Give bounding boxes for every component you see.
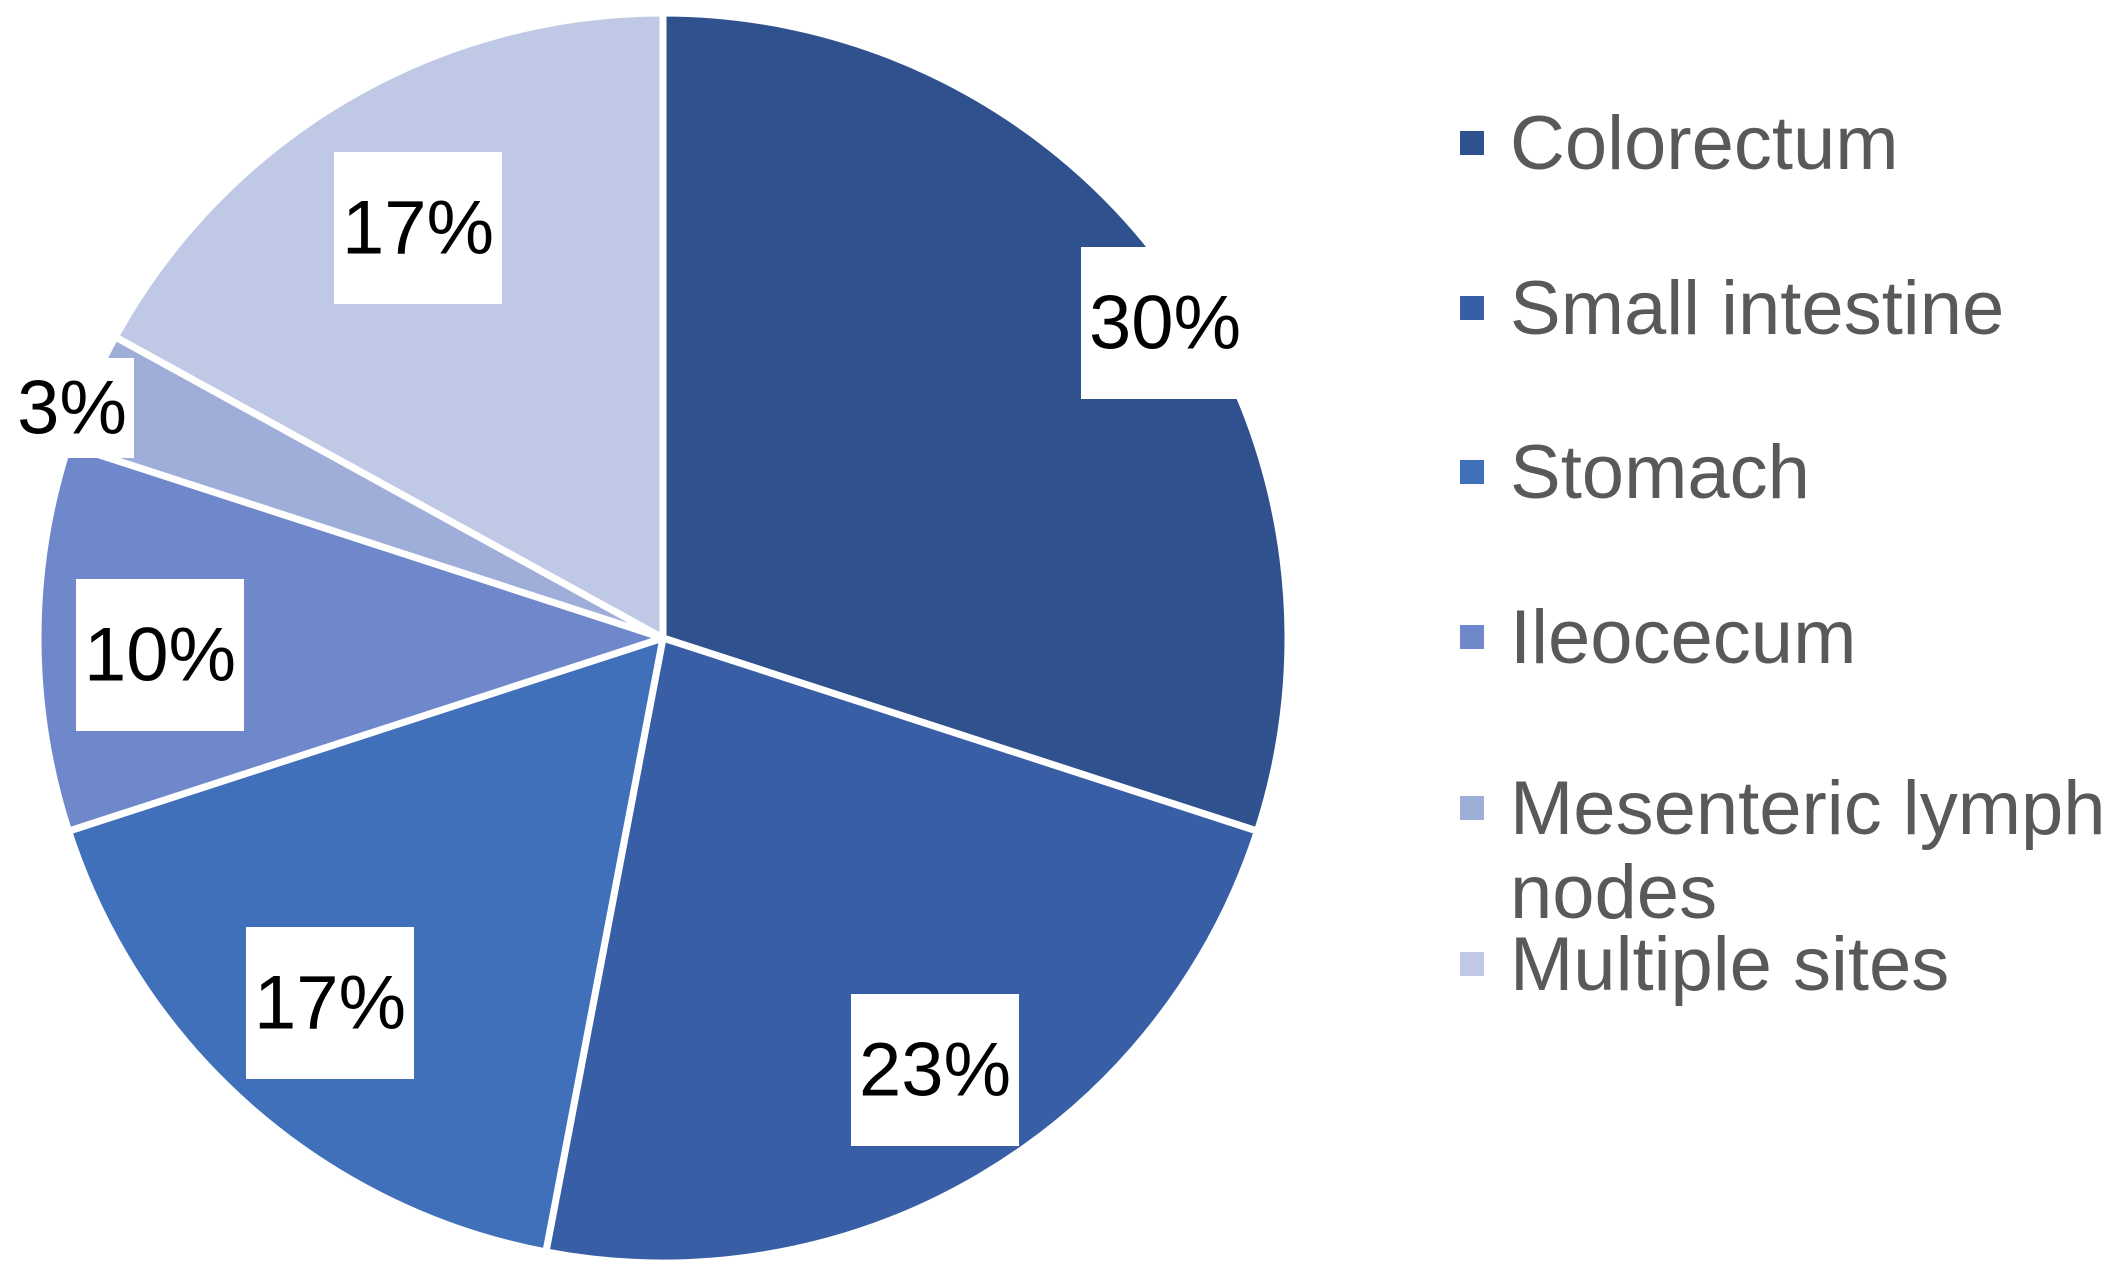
legend-marker: [1460, 460, 1484, 484]
legend-label: Small intestine: [1510, 266, 2004, 351]
pie-slices: [34, 9, 1292, 1267]
data-label-text: 10%: [84, 613, 236, 698]
legend-item-colorectum: Colorectum: [1460, 101, 1899, 186]
legend-item-stomach: Stomach: [1460, 430, 1810, 515]
data-label-ileocecum: 10%: [76, 579, 244, 731]
legend-marker: [1460, 952, 1484, 976]
data-label-box: [851, 994, 1019, 1146]
legend-item-small-intestine: Small intestine: [1460, 266, 2004, 351]
data-label-text: 23%: [859, 1028, 1011, 1113]
data-label-stomach: 17%: [246, 927, 414, 1079]
data-label-text: 30%: [1089, 281, 1241, 366]
data-label-text: 3%: [17, 366, 127, 451]
legend-marker: [1460, 625, 1484, 649]
data-label-box: [334, 152, 502, 304]
data-label-multiple-sites: 17%: [334, 152, 502, 304]
pie-slice-small-intestine: [542, 634, 1261, 1267]
data-label-mesenteric-lymph-nodes: 3%: [10, 358, 134, 458]
legend-label: Mesenteric lymph nodes: [1510, 766, 2106, 935]
legend-item-mesenteric-lymph-nodes: Mesenteric lymph nodes: [1460, 766, 2106, 935]
data-label-box: [76, 579, 244, 731]
legend: Colorectum Small intestine Stomach Ileocecu…: [1460, 101, 2106, 1007]
pie-slice-multiple-sites: [111, 9, 667, 642]
pie-slice-ileocecum: [34, 441, 667, 835]
legend-label: Ileocecum: [1510, 595, 1856, 680]
legend-marker: [1460, 131, 1484, 155]
data-label-box: [1081, 247, 1249, 399]
legend-label: Stomach: [1510, 430, 1810, 515]
data-label-text: 17%: [254, 961, 406, 1046]
legend-label: Multiple sites: [1510, 922, 1949, 1007]
data-label-text: 17%: [342, 186, 494, 271]
data-label-small-intestine: 23%: [851, 994, 1019, 1146]
legend-item-multiple-sites: Multiple sites: [1460, 922, 1949, 1007]
data-label-box: [246, 927, 414, 1079]
legend-label: Colorectum: [1510, 101, 1899, 186]
legend-item-ileocecum: Ileocecum: [1460, 595, 1856, 680]
pie-data-labels: 30% 23% 17% 10% 3% 17%: [10, 152, 1249, 1146]
data-label-box: [10, 358, 134, 458]
data-label-colorectum: 30%: [1081, 247, 1249, 399]
legend-marker: [1460, 796, 1484, 820]
legend-marker: [1460, 296, 1484, 320]
